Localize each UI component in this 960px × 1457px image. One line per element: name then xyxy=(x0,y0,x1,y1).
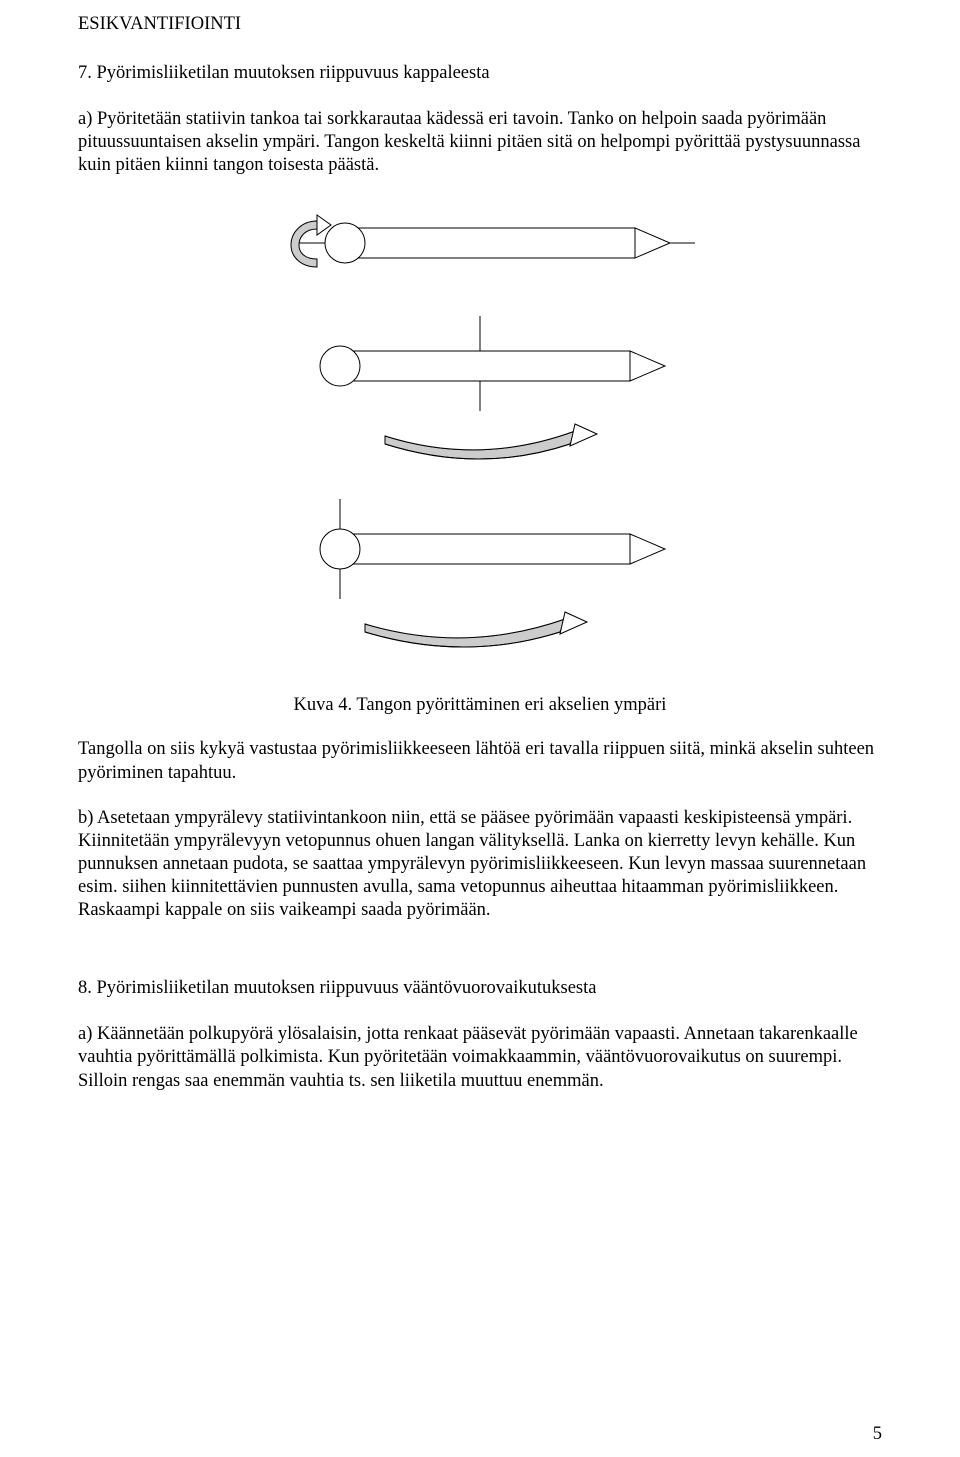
section-7-para-b: b) Asetetaan ympyrälevy statiivintankoon… xyxy=(78,807,882,923)
page-number: 5 xyxy=(873,1424,882,1445)
section-7-para-tangolla: Tangolla on siis kykyä vastustaa pyörimi… xyxy=(78,738,882,784)
document-page: ESIKVANTIFIOINTI 7. Pyörimisliiketilan m… xyxy=(0,0,960,1457)
section-7-para-a: a) Pyöritetään statiivin tankoa tai sork… xyxy=(78,108,882,177)
figure-4-caption: Kuva 4. Tangon pyörittäminen eri akselie… xyxy=(78,695,882,716)
figure-4-diagram-2 xyxy=(255,316,705,471)
section-8-para-a: a) Käännetään polkupyörä ylösalaisin, jo… xyxy=(78,1023,882,1092)
section-8-heading: 8. Pyörimisliiketilan muutoksen riippuvu… xyxy=(78,978,882,999)
page-header: ESIKVANTIFIOINTI xyxy=(78,14,882,35)
figure-4-diagram-1 xyxy=(255,203,705,288)
figure-4-block xyxy=(78,199,882,683)
figure-4-diagram-3 xyxy=(255,499,705,659)
section-7-heading: 7. Pyörimisliiketilan muutoksen riippuvu… xyxy=(78,63,882,84)
